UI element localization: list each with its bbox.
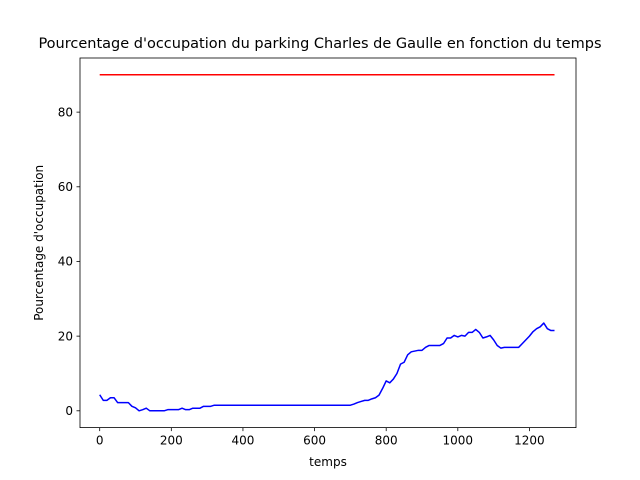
x-tick-label: 400 (231, 434, 254, 448)
plot-area (99, 74, 555, 412)
x-tick-label: 1000 (443, 434, 474, 448)
y-axis-label: Pourcentage d'occupation (32, 165, 46, 321)
series-line-1 (99, 322, 555, 412)
y-tick-label: 0 (65, 404, 73, 418)
x-axis-label: temps (309, 455, 347, 469)
x-tick-label: 800 (375, 434, 398, 448)
y-tick-label: 40 (58, 255, 73, 269)
chart-title: Pourcentage d'occupation du parking Char… (38, 36, 601, 52)
y-tick-label: 60 (58, 180, 73, 194)
axes-frame (79, 57, 577, 429)
x-tick-label: 200 (160, 434, 183, 448)
x-tick-label: 0 (96, 434, 104, 448)
y-tick-label: 80 (58, 105, 73, 119)
x-tick-label: 1200 (514, 434, 545, 448)
x-tick-label: 600 (303, 434, 326, 448)
ticks: 0 200 400 600 800 1000 1200 0 20 40 60 80 (58, 105, 545, 447)
y-tick-label: 20 (58, 329, 73, 343)
